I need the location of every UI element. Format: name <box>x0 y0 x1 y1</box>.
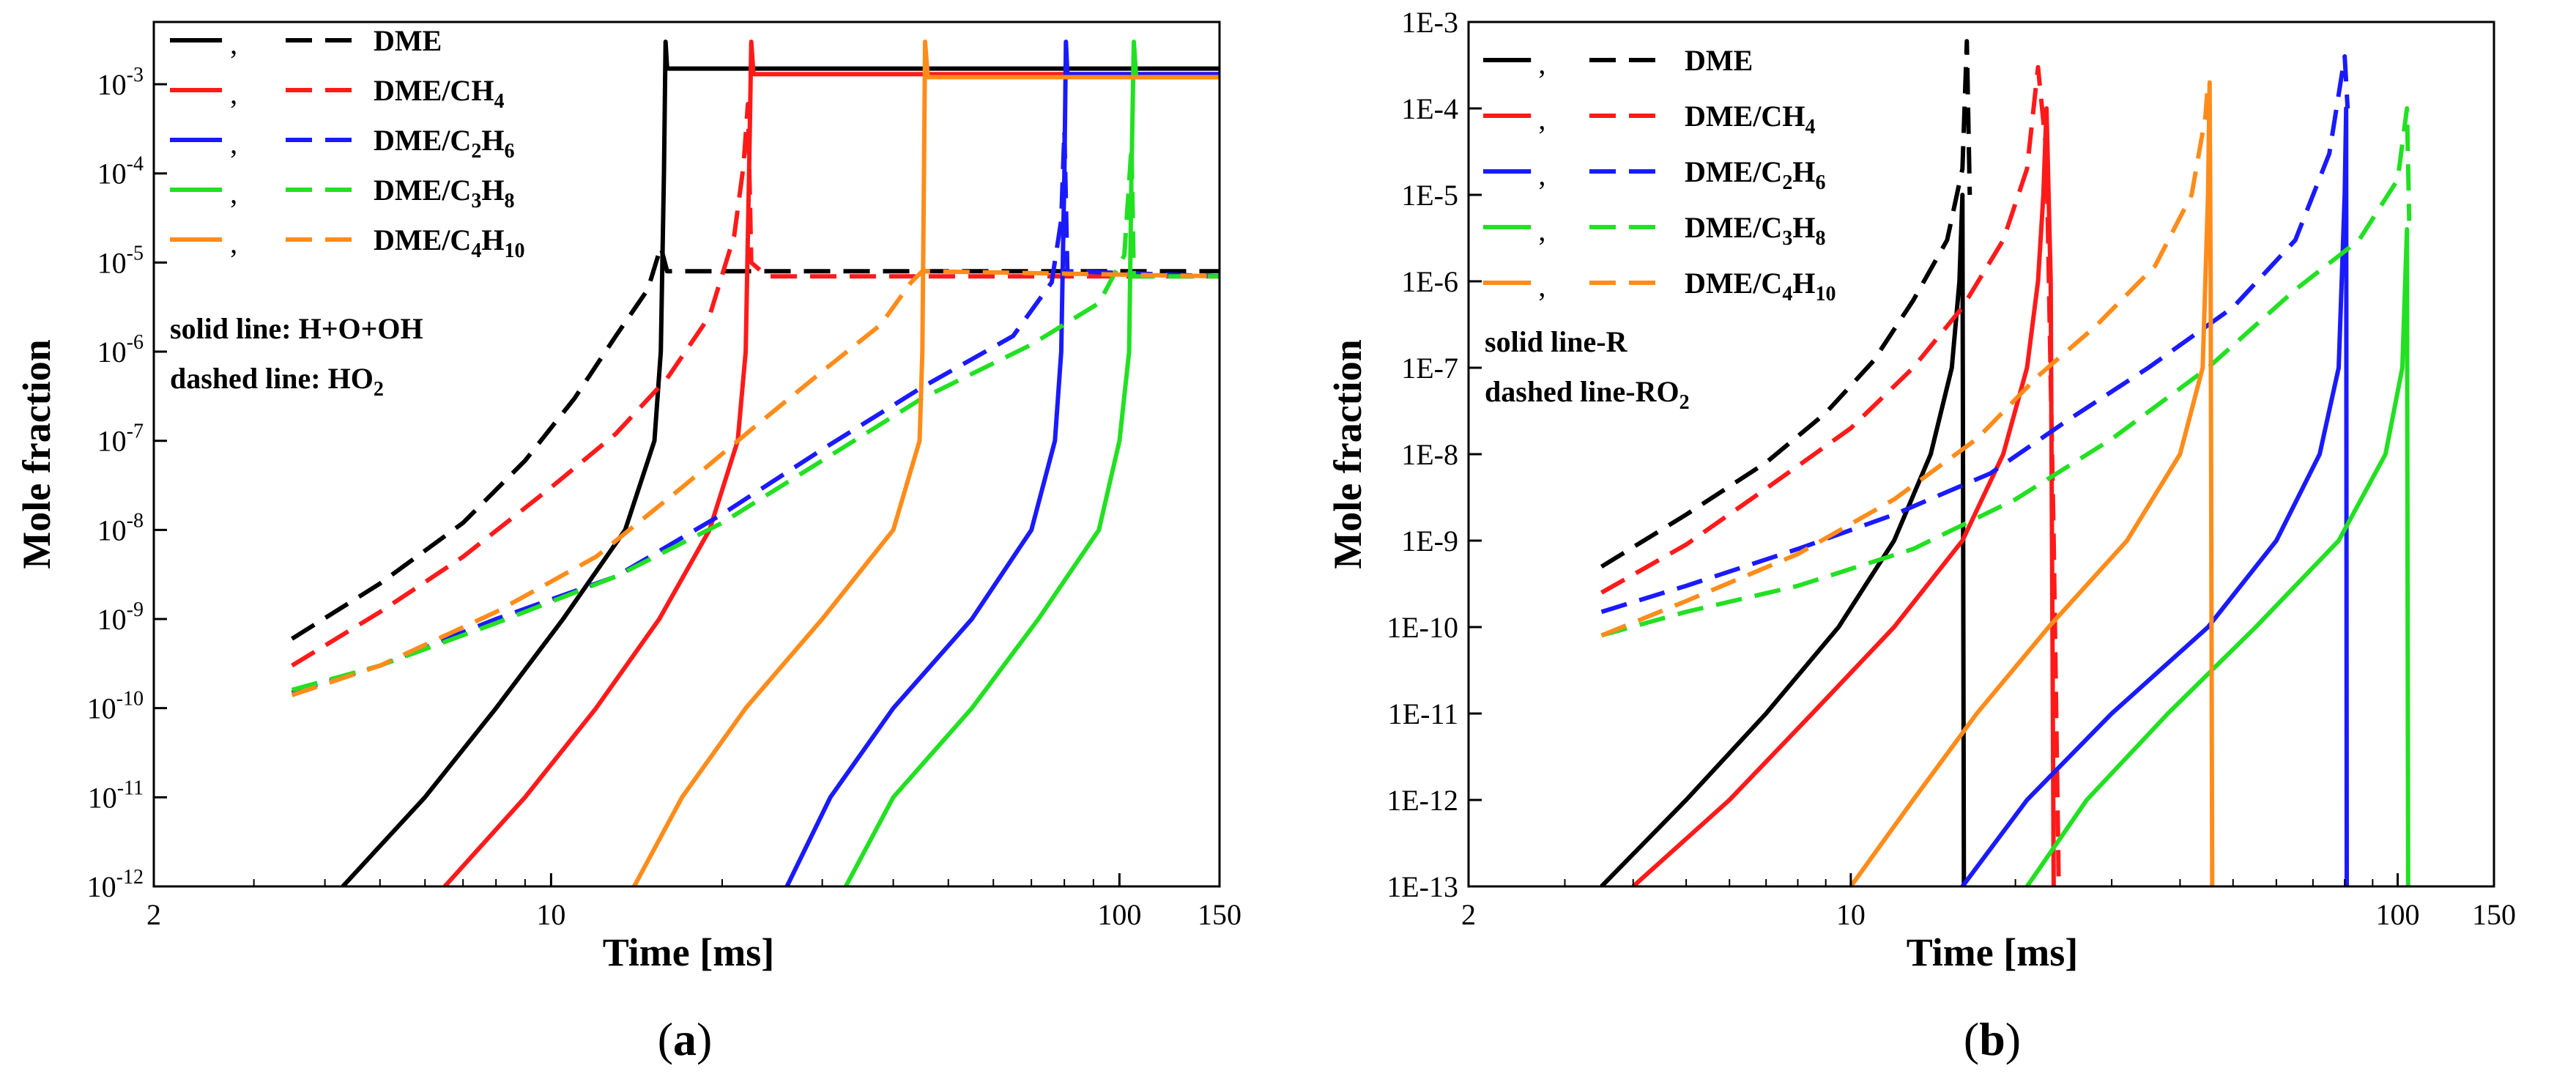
y-tick-label: 1E-13 <box>1387 870 1458 903</box>
legend: , DME, DME/CH4, DME/C2H6, DME/C3H8, DME/C4H10 <box>1483 44 1836 305</box>
series-line-dme-c4h10-solid <box>632 40 1220 886</box>
plot-frame <box>1467 21 2495 888</box>
x-tick-label: 10 <box>536 898 565 931</box>
y-tick-label: 10-8 <box>97 509 144 546</box>
legend-separator: , <box>230 27 237 60</box>
legend-label: DME/C3H8 <box>1685 211 1825 250</box>
series-line-dme-c4h10-dashed <box>291 269 1220 697</box>
y-tick-label: 10-10 <box>87 688 144 725</box>
legend: , DME, DME/CH4, DME/C2H6, DME/C3H8, DME/C4H10 <box>170 24 524 262</box>
series-line-dme-c4h10-solid <box>1849 80 2215 886</box>
series-group <box>1600 39 2412 886</box>
y-tick-label: 10-6 <box>97 331 144 368</box>
series-line-dme-solid <box>1600 193 1967 886</box>
y-tick-label: 1E-8 <box>1401 438 1458 471</box>
y-tick-label: 10-4 <box>97 153 144 190</box>
legend-label: DME/C4H10 <box>1685 267 1836 305</box>
series-line-dme-ch4-solid <box>1631 106 2056 886</box>
legend-label: DME/C2H6 <box>1685 155 1825 194</box>
legend-separator: , <box>1538 214 1545 247</box>
chart-panel-a: 2 10 100 150 10-12 10-11 10-10 10-9 10-8 10-7 10-6… <box>15 21 1241 1065</box>
legend-separator: , <box>1538 47 1545 80</box>
legend-label: DME/C4H10 <box>374 223 524 262</box>
y-tick-label: 1E-4 <box>1401 92 1458 125</box>
legend-label: DME <box>1685 44 1753 77</box>
y-tick-label: 10-5 <box>97 242 144 279</box>
annotation-text: dashed line-RO2 <box>1485 375 1690 414</box>
x-tick-label: 10 <box>1836 898 1866 931</box>
series-line-dme-c3h8-solid <box>2025 227 2410 886</box>
y-tick-label: 1E-10 <box>1387 611 1458 644</box>
x-tick-label: 2 <box>146 898 161 931</box>
y-tick-label: 10-7 <box>97 420 144 458</box>
series-line-dme-c2h6-solid <box>784 40 1220 886</box>
legend-separator: , <box>1538 103 1545 136</box>
series-line-dme-dashed <box>1600 39 1972 569</box>
series-line-dme-ch4-dashed <box>291 102 1220 668</box>
series-group <box>291 40 1220 886</box>
x-tick-label: 100 <box>2376 898 2420 931</box>
legend-separator: , <box>1538 270 1545 303</box>
series-line-dme-c3h8-solid <box>844 40 1220 886</box>
y-tick-label: 1E-9 <box>1401 525 1458 557</box>
y-tick-label: 1E-11 <box>1388 697 1458 730</box>
x-tick-label: 100 <box>1097 898 1141 931</box>
y-tick-label: 1E-7 <box>1401 352 1458 385</box>
series-line-dme-c4h10-dashed <box>1600 82 2211 638</box>
y-axis-label: Mole fraction <box>15 339 59 568</box>
series-line-dme-c2h6-solid <box>1960 106 2349 886</box>
y-tick-label: 10-9 <box>97 599 144 636</box>
y-tick-label: 10-11 <box>88 777 144 814</box>
legend-separator: , <box>230 226 237 259</box>
series-line-dme-solid <box>341 40 1220 886</box>
legend-separator: , <box>230 77 237 110</box>
panel-label: (b) <box>1964 1013 2021 1065</box>
x-tick-label: 150 <box>2472 898 2516 931</box>
annotation-text: solid line: H+O+OH <box>170 312 423 345</box>
legend-label: DME/C3H8 <box>374 174 514 212</box>
series-line-dme-c2h6-dashed <box>1600 54 2350 615</box>
x-axis-label: Time [ms] <box>1907 930 2078 974</box>
chart-panel-b: 2 10 100 150 1E-13 1E-12 1E-11 1E-10 1E-9 1E-8 1E-… <box>1326 6 2516 1065</box>
series-line-dme-dashed <box>291 244 1220 641</box>
y-tick-label: 1E-3 <box>1401 6 1458 39</box>
annotation-text: solid line-R <box>1485 325 1628 358</box>
legend-label: DME/CH4 <box>374 74 504 113</box>
x-tick-label: 2 <box>1461 898 1476 931</box>
y-tick-label: 10-12 <box>87 866 144 903</box>
series-line-dme-ch4-solid <box>442 40 1220 886</box>
series-line-dme-c2h6-dashed <box>291 128 1220 695</box>
y-axis-label: Mole fraction <box>1326 339 1370 568</box>
legend-separator: , <box>1538 158 1545 191</box>
x-tick-label: 150 <box>1198 898 1241 931</box>
y-tick-label: 10-3 <box>97 64 144 101</box>
series-line-dme-c3h8-dashed <box>1600 106 2412 638</box>
y-tick-label: 1E-6 <box>1401 265 1458 298</box>
annotation-text: dashed line: HO2 <box>170 362 384 401</box>
y-tick-label: 1E-5 <box>1401 179 1458 212</box>
legend-label: DME/C2H6 <box>374 124 514 163</box>
panel-label: (a) <box>658 1013 713 1065</box>
plot-frame <box>152 21 1221 888</box>
series-line-dme-ch4-dashed <box>1600 64 2061 886</box>
x-axis-label: Time [ms] <box>603 930 774 974</box>
y-tick-label: 1E-12 <box>1387 784 1458 817</box>
legend-separator: , <box>230 127 237 160</box>
legend-separator: , <box>230 177 237 210</box>
legend-label: DME/CH4 <box>1685 100 1815 138</box>
legend-label: DME <box>374 24 442 57</box>
